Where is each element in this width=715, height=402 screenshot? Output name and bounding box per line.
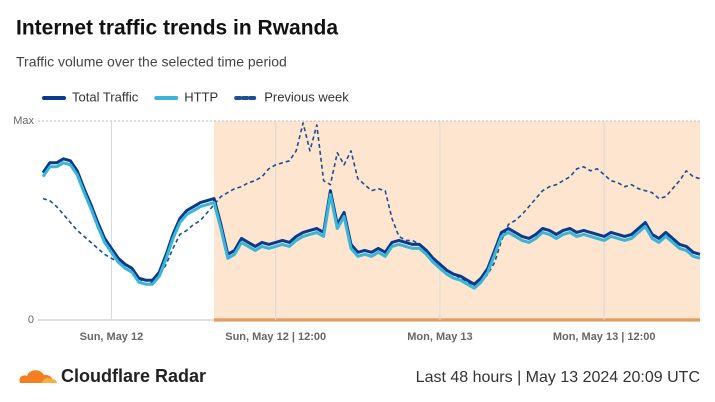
legend-label: Previous week <box>264 89 349 104</box>
legend-label: HTTP <box>184 89 218 104</box>
y-tick-label: Max <box>13 115 34 127</box>
x-tick-label: Mon, May 13 | 12:00 <box>553 331 656 343</box>
plot-area: 0 Max Sun, May 12 Sun, May 12 | 12:00 Mon, M… <box>13 115 701 343</box>
series-line <box>41 161 701 290</box>
chart-subtitle: Traffic volume over the selected time pe… <box>16 54 287 70</box>
legend-item[interactable]: HTTP <box>154 89 218 104</box>
footer-info: Last 48 hours | May 13 2024 20:09 UTC <box>416 369 700 386</box>
chart-title: Internet traffic trends in Rwanda <box>16 17 338 40</box>
legend: Total Traffic HTTP Previous week <box>42 89 349 104</box>
x-tick-label: Sun, May 12 <box>80 331 144 343</box>
x-tick-label: Mon, May 13 <box>407 331 472 343</box>
y-tick-label: 0 <box>28 314 34 326</box>
cloudflare-logo <box>19 370 57 383</box>
x-tick-label: Sun, May 12 | 12:00 <box>225 331 326 343</box>
selected-range <box>214 121 700 320</box>
legend-item[interactable]: Total Traffic <box>42 89 139 104</box>
series-line <box>41 157 701 286</box>
logo-cloud-small <box>42 378 57 383</box>
legend-label: Total Traffic <box>72 89 139 104</box>
brand-name: Cloudflare Radar <box>61 366 206 386</box>
legend-item[interactable]: Previous week <box>234 89 349 104</box>
